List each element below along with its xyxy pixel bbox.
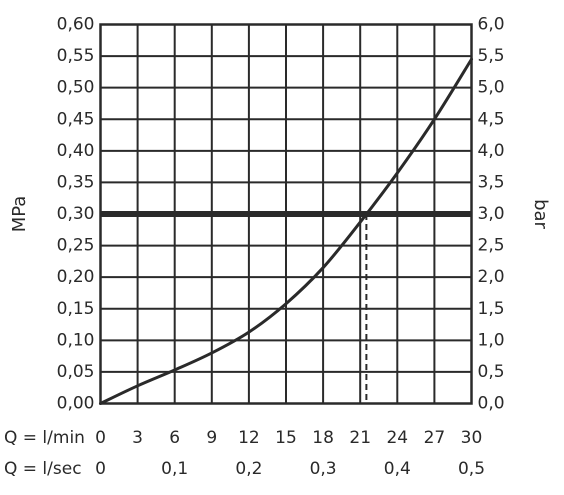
y-right-tick-label: 1,0 (478, 330, 505, 350)
y-right-tick-label: 2,0 (478, 267, 505, 287)
y-right-tick-label: 0,5 (478, 362, 505, 382)
x-tick-label-lsec: 0,5 (458, 459, 485, 479)
y-right-tick-label: 0,0 (478, 394, 505, 414)
x-axis-title-lmin: Q = l/min (4, 428, 85, 448)
y-left-tick-label: 0,10 (57, 330, 95, 350)
x-tick-label-lsec: 0,1 (161, 459, 188, 479)
x-axis-ticks-lsec: 0 0,1 0,2 0,3 0,4 0,5 (95, 459, 485, 479)
grid (100, 24, 472, 404)
x-tick-label-lmin: 30 (461, 428, 483, 448)
y-right-tick-label: 5,0 (478, 78, 505, 98)
y-right-tick-label: 4,0 (478, 141, 505, 161)
y-right-tick-label: 5,5 (478, 46, 505, 66)
x-tick-label-lmin: 18 (312, 428, 334, 448)
y-left-tick-label: 0,25 (57, 236, 95, 256)
y-right-tick-label: 2,5 (478, 236, 505, 256)
y-right-tick-label: 3,0 (478, 204, 505, 224)
y-left-tick-label: 0,55 (57, 46, 95, 66)
y-right-axis-title: bar (530, 199, 551, 229)
x-tick-label-lmin: 24 (386, 428, 408, 448)
reference-marks (100, 211, 472, 404)
y-left-tick-label: 0,35 (57, 172, 95, 192)
y-left-tick-label: 0,60 (57, 15, 95, 35)
x-tick-label-lmin: 6 (169, 428, 180, 448)
x-tick-label-lsec: 0 (95, 459, 106, 479)
y-left-tick-label: 0,20 (57, 267, 95, 287)
x-axis-ticks-lmin: 0 3 6 9 12 15 18 21 24 27 30 (95, 428, 482, 448)
y-right-tick-label: 3,5 (478, 172, 505, 192)
x-tick-label-lmin: 3 (132, 428, 143, 448)
y-left-tick-label: 0,05 (57, 362, 95, 382)
plot-frame (99, 23, 473, 405)
y-right-tick-label: 6,0 (478, 15, 505, 35)
x-tick-label-lmin: 21 (349, 428, 371, 448)
y-left-tick-label: 0,15 (57, 299, 95, 319)
y-left-tick-label: 0,40 (57, 141, 95, 161)
y-left-tick-label: 0,45 (57, 109, 95, 129)
x-tick-label-lmin: 12 (238, 428, 260, 448)
right-axis-ticks: 0,0 0,5 1,0 1,5 2,0 2,5 3,0 3,5 4,0 4,5 5,0 5,5 6,0 (478, 15, 505, 414)
x-tick-label-lmin: 9 (206, 428, 217, 448)
x-tick-label-lmin: 0 (95, 428, 106, 448)
y-left-tick-label: 0,50 (57, 78, 95, 98)
y-right-tick-label: 4,5 (478, 109, 505, 129)
y-left-tick-label: 0,00 (57, 394, 95, 414)
x-axis-title-lsec: Q = l/sec (4, 459, 82, 479)
series-line (99, 57, 473, 405)
y-left-axis-title: MPa (9, 196, 30, 233)
series-curve (99, 57, 473, 405)
left-axis-ticks: 0,00 0,05 0,10 0,15 0,20 0,25 0,30 0,35 0,40 0,45… (57, 15, 95, 414)
x-tick-label-lsec: 0,4 (384, 459, 411, 479)
y-left-tick-label: 0,30 (57, 204, 95, 224)
x-tick-label-lmin: 27 (424, 428, 446, 448)
x-tick-label-lsec: 0,3 (310, 459, 337, 479)
y-right-tick-label: 1,5 (478, 299, 505, 319)
x-tick-label-lsec: 0,2 (235, 459, 262, 479)
x-tick-label-lmin: 15 (275, 428, 297, 448)
